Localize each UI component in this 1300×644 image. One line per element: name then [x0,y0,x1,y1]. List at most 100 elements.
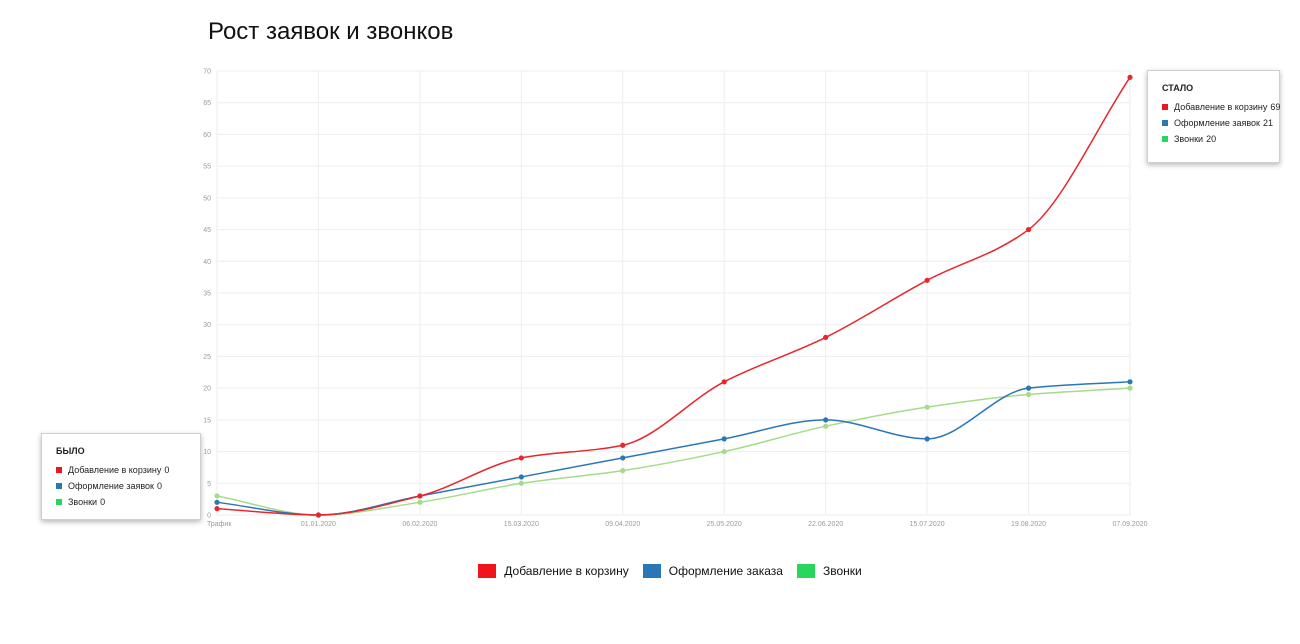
y-tick-label: 40 [203,259,211,266]
data-point [620,468,626,474]
legend-swatch [642,564,661,578]
data-point [924,277,930,283]
legend-swatch [478,564,497,578]
data-point [823,417,829,423]
tooltip-before-swatch [56,499,62,505]
y-tick-label: 0 [207,513,211,520]
tooltip-after-row: Добавление в корзину 69 [1162,102,1280,112]
x-tick-label: 09.04.2020 [605,521,640,528]
tooltip-after-swatch [1162,120,1168,126]
tooltip-before-swatch [56,483,62,489]
legend-item[interactable]: Добавление в корзину [478,564,629,578]
tooltip-before-value: 0 [100,497,106,507]
data-point [518,474,524,480]
tooltip-before-row: Добавление в корзину 0 [56,465,186,475]
chart-title: Рост заявок и звонков [208,18,454,45]
tooltip-after-value: 21 [1263,118,1274,128]
data-point [1127,74,1133,80]
data-point [518,480,524,486]
y-tick-label: 20 [203,386,211,393]
tooltip-before-value: 0 [164,465,170,475]
data-point [1025,385,1032,391]
y-tick-label: 30 [203,322,211,329]
x-tick-label: 22.06.2020 [808,521,843,528]
tooltip-after-label: Добавление в корзину [1174,102,1268,112]
data-point [1127,385,1133,391]
tooltip-before-label: Добавление в корзину [68,465,162,475]
legend-label: Звонки [822,564,862,578]
data-point [721,436,727,442]
legend-item[interactable]: Звонки [796,564,862,578]
tooltip-before-label: Звонки [68,497,98,507]
data-point [518,455,524,461]
y-tick-label: 45 [203,227,211,234]
chart-grid [216,70,1131,516]
data-point [214,493,220,499]
x-tick-label: 15.03.2020 [504,521,539,528]
y-tick-label: 60 [203,132,211,139]
y-tick-label: 70 [203,69,211,76]
y-tick-label: 5 [207,481,211,488]
data-point [214,499,220,505]
y-tick-label: 65 [203,100,211,107]
tooltip-before-label: Оформление заявок [68,481,154,491]
y-axis: 0 5 10 15 20 25 30 35 40 45 50 55 60 65 70 [203,69,211,520]
tooltip-after-row: Оформление заявок 21 [1162,118,1274,128]
tooltip-before-row: Звонки 0 [56,497,186,507]
x-tick-label: Трафик [207,521,232,528]
chart-legend: Добавление в корзину Оформление заказа З… [0,564,1300,578]
x-tick-label: 15.07.2020 [910,521,945,528]
tooltip-before-value: 0 [157,481,163,491]
x-tick-label: 01.01.2020 [301,521,336,528]
data-point [1127,379,1133,385]
data-point [823,423,829,429]
series-lines [216,76,1131,516]
data-point [1025,226,1032,233]
legend-label: Добавление в корзину [504,564,629,578]
x-tick-label: 25.05.2020 [707,521,742,528]
y-tick-label: 50 [203,195,211,202]
x-tick-label: 06.02.2020 [402,521,437,528]
series-line [216,387,1131,516]
data-point [417,499,423,505]
x-tick-label: 19.08.2020 [1011,521,1046,528]
tooltip-before-row: Оформление заявок 0 [56,481,186,491]
legend-item[interactable]: Оформление заказа [642,564,783,578]
tooltip-after-value: 20 [1206,134,1217,144]
data-point [315,512,322,518]
data-point [1025,391,1032,398]
tooltip-after-swatch [1162,104,1168,110]
tooltip-after: СТАЛО Добавление в корзину 69 Оформление… [1147,70,1280,163]
data-point [924,436,930,442]
x-tick-label: 07.09.2020 [1112,521,1147,528]
legend-swatch [796,564,815,578]
tooltip-before-swatch [56,467,62,473]
series-line [216,76,1131,516]
tooltip-before-title: БЫЛО [56,446,85,456]
series-points [214,74,1133,518]
y-tick-label: 55 [203,164,211,171]
tooltip-after-label: Звонки [1174,134,1204,144]
data-point [823,334,829,340]
tooltip-after-label: Оформление заявок [1174,118,1260,128]
data-point [214,506,220,512]
series-line [216,381,1131,516]
y-tick-label: 15 [203,417,211,424]
tooltip-after-value: 69 [1270,102,1281,112]
tooltip-after-title: СТАЛО [1162,83,1194,93]
data-point [417,493,423,499]
tooltip-after-swatch [1162,136,1168,142]
data-point [620,455,626,461]
data-point [721,379,727,385]
tooltip-before: БЫЛО Добавление в корзину 0 Оформление з… [41,433,201,520]
y-tick-label: 10 [203,449,211,456]
tooltip-after-row: Звонки 20 [1162,134,1271,144]
data-point [721,448,727,455]
legend-label: Оформление заказа [668,564,783,578]
x-axis: Трафик 01.01.2020 06.02.2020 15.03.2020 09.0… [207,521,1148,528]
y-tick-label: 25 [203,354,211,361]
data-point [620,442,626,448]
y-tick-label: 35 [203,291,211,298]
data-point [924,404,930,410]
